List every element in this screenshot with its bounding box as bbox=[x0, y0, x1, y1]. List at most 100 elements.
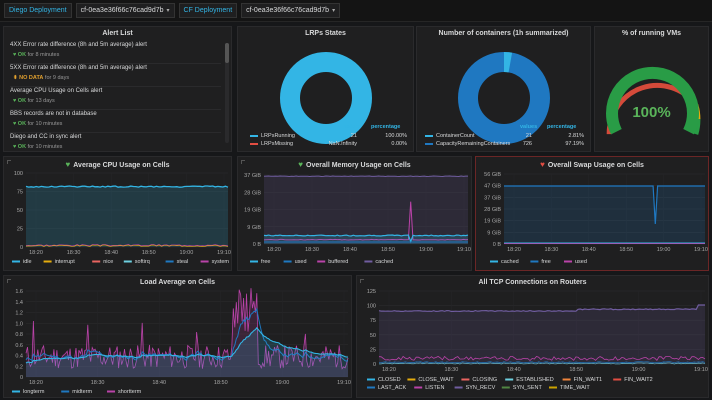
lrps-states-title[interactable]: LRPs States bbox=[305, 30, 346, 37]
tcp-series-established bbox=[379, 362, 706, 365]
legend-series-name[interactable]: LRPsRunning bbox=[250, 133, 295, 139]
legend-swatch bbox=[414, 386, 423, 389]
alert-state-label: OK bbox=[17, 98, 27, 104]
x-tick-label: 18:50 bbox=[569, 367, 583, 373]
legend-label: steal bbox=[177, 259, 189, 265]
broken-heart-icon: ♥ bbox=[540, 160, 545, 169]
y-tick-label: 0 B bbox=[253, 242, 262, 248]
x-tick-label: 18:30 bbox=[545, 247, 559, 253]
alert-item-state: ♥ OK for 8 minutes bbox=[13, 52, 59, 58]
x-tick-label: 18:40 bbox=[343, 247, 357, 253]
scrollbar-thumb[interactable] bbox=[225, 43, 229, 63]
y-tick-label: 56 GiB bbox=[484, 172, 501, 178]
legend-swatch bbox=[425, 142, 433, 145]
tcp-series-listen bbox=[378, 355, 706, 362]
legend-label: cached bbox=[501, 259, 519, 265]
swap-usage-header[interactable]: ♥ Overall Swap Usage on Cells bbox=[476, 160, 708, 169]
x-tick-label: 18:50 bbox=[381, 247, 395, 253]
legend-label: SYN_RECV bbox=[466, 385, 496, 391]
alert-item[interactable]: BBS records are not in database ♥ OK for … bbox=[10, 110, 221, 133]
alert-state-duration: for 13 days bbox=[26, 98, 55, 104]
legend-series-name[interactable]: LRPsMissing bbox=[250, 141, 293, 147]
lrps-donut-chart bbox=[280, 52, 372, 144]
alert-item-state: ⬍ NO DATA for 9 days bbox=[13, 75, 69, 81]
swap-usage-graph[interactable]: 56 GiB 47 GiB 37 GiB 28 GiB 19 GiB 9 GiB 0 B 18… bbox=[476, 157, 709, 271]
alert-state-duration: for 9 days bbox=[43, 75, 70, 81]
y-tick-label: 28 GiB bbox=[244, 190, 261, 196]
cpu-usage-graph[interactable]: 100 75 50 25 0 18:20 18:30 18:40 18:50 19:00 19:10… bbox=[4, 157, 232, 271]
y-tick-label: 25 bbox=[17, 227, 23, 233]
alert-state-label: OK bbox=[17, 144, 27, 150]
legend-swatch bbox=[549, 386, 557, 389]
legend-label: free bbox=[261, 259, 270, 265]
legend-swatch bbox=[283, 260, 292, 263]
y-tick-label: 0.2 bbox=[15, 364, 23, 370]
alert-state-label: NO DATA bbox=[19, 75, 44, 81]
legend-swatch bbox=[562, 378, 571, 381]
vms-gauge bbox=[606, 66, 701, 135]
vms-gauge-value: 100% bbox=[632, 104, 671, 121]
x-tick-label: 18:20 bbox=[507, 247, 521, 253]
alert-list-title[interactable]: Alert List bbox=[102, 30, 133, 37]
cf-deployment-dropdown[interactable]: cf-0ea3e36f66c76cad9d7b ▾ bbox=[241, 3, 341, 18]
legend-label: system bbox=[212, 259, 230, 265]
alert-item[interactable]: 4XX Error rate difference (8h and 5m ave… bbox=[10, 41, 221, 64]
y-tick-label: 9 GiB bbox=[247, 225, 261, 231]
legend-percentage: 100.00% bbox=[385, 133, 407, 139]
legend-value: 21 bbox=[350, 133, 357, 139]
containers-title[interactable]: Number of containers (1h summarized) bbox=[438, 30, 569, 37]
x-tick-label: 18:50 bbox=[214, 380, 228, 386]
panel-resize-corner[interactable] bbox=[7, 279, 11, 283]
alert-item[interactable]: 5XX Error rate difference (8h and 5m ave… bbox=[10, 64, 221, 87]
y-tick-label: 0 bbox=[373, 362, 376, 368]
panel-resize-corner[interactable] bbox=[360, 279, 364, 283]
y-tick-label: 0.6 bbox=[15, 343, 23, 349]
memory-usage-header[interactable]: ♥ Overall Memory Usage on Cells bbox=[238, 160, 471, 169]
legend-swatch bbox=[564, 260, 572, 263]
alert-state-label: OK bbox=[17, 121, 27, 127]
swap-series-free bbox=[504, 185, 705, 225]
diego-deployment-value: cf-0ea3e36f66c76cad9d7b bbox=[80, 7, 164, 14]
tcp-connections-graph[interactable]: 125 100 75 50 25 0 18:20 18:30 18:40 18:50 19:00 19… bbox=[357, 276, 709, 398]
diego-deployment-dropdown[interactable]: cf-0ea3e36f66c76cad9d7b ▾ bbox=[75, 3, 175, 18]
mem-series-cached-area bbox=[264, 176, 468, 244]
alert-item-name: BBS records are not in database bbox=[10, 111, 97, 117]
x-tick-label: 18:20 bbox=[29, 250, 43, 256]
load-average-title[interactable]: Load Average on Cells bbox=[140, 279, 215, 286]
x-tick-label: 19:10 bbox=[694, 247, 708, 253]
load-series-longterm-area bbox=[26, 327, 348, 377]
cpu-usage-header[interactable]: ♥ Average CPU Usage on Cells bbox=[4, 160, 231, 169]
x-tick-label: 18:30 bbox=[67, 250, 81, 256]
cpu-series-idle-area bbox=[26, 186, 228, 247]
diego-deployment-label: Diego Deployment bbox=[4, 3, 72, 18]
y-tick-label: 100 bbox=[14, 171, 23, 177]
y-tick-label: 9 GiB bbox=[487, 230, 501, 236]
legend-label: interrupt bbox=[55, 259, 76, 265]
legend-series-name[interactable]: ContainerCount bbox=[425, 133, 475, 139]
swap-usage-title: Overall Swap Usage on Cells bbox=[547, 162, 644, 169]
x-tick-label: 19:10 bbox=[217, 250, 231, 256]
legend-value: 21 bbox=[525, 133, 532, 139]
legend-swatch bbox=[461, 378, 470, 381]
alert-item[interactable]: Average CPU Usage on Cells alert ♥ OK for… bbox=[10, 87, 221, 110]
heart-icon: ♥ bbox=[13, 52, 18, 58]
legend-percentage: 97.19% bbox=[565, 141, 584, 147]
legend-swatch bbox=[250, 142, 258, 145]
alert-list-scrollbar[interactable] bbox=[225, 43, 229, 143]
legend-swatch bbox=[200, 260, 209, 263]
legend-label: LRPsRunning bbox=[261, 133, 295, 139]
alert-item[interactable]: Diego and CC in sync alert ♥ OK for 10 mi… bbox=[10, 133, 221, 151]
alert-state-duration: for 8 minutes bbox=[26, 52, 60, 58]
load-average-graph[interactable]: 1.6 1.4 1.2 1.0 0.8 0.6 0.4 0.2 0 18:20 18:30 18:40… bbox=[4, 276, 352, 398]
panel-resize-corner[interactable] bbox=[7, 160, 11, 164]
running-vms-title[interactable]: % of running VMs bbox=[621, 30, 682, 37]
legend-swatch bbox=[407, 378, 416, 381]
heart-icon: ♥ bbox=[13, 121, 18, 127]
x-tick-label: 18:40 bbox=[507, 367, 521, 373]
legend-swatch bbox=[165, 260, 174, 263]
memory-usage-graph[interactable]: 37 GiB 28 GiB 19 GiB 9 GiB 0 B 18:20 18:30 18:4… bbox=[238, 157, 472, 271]
panel-resize-corner[interactable] bbox=[241, 160, 245, 164]
x-tick-label: 19:00 bbox=[419, 247, 433, 253]
tcp-connections-title[interactable]: All TCP Connections on Routers bbox=[478, 279, 587, 286]
legend-series-name[interactable]: CapacityRemainingContainers bbox=[425, 141, 510, 147]
